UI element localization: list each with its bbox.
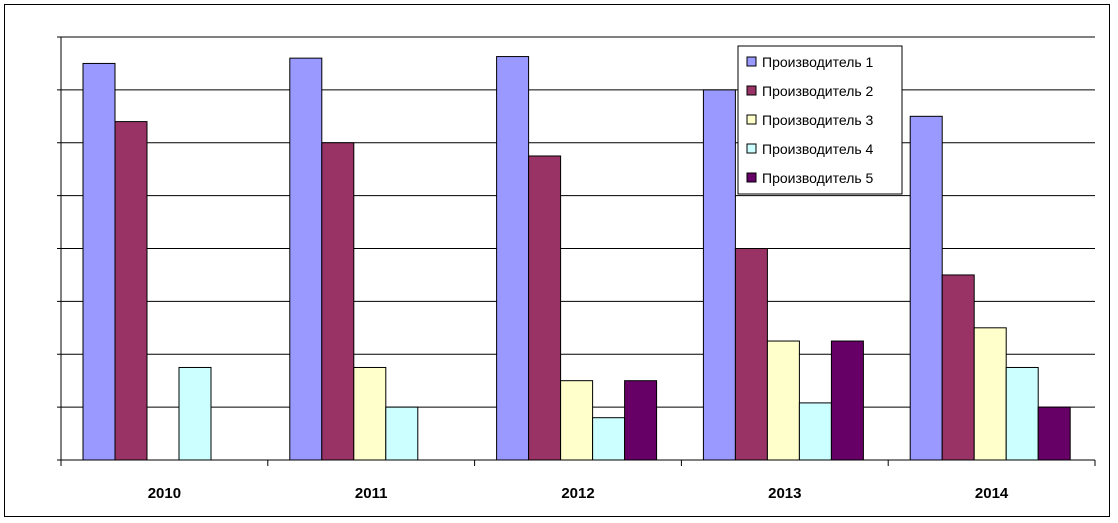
category-label: 2013 xyxy=(768,485,801,502)
bar xyxy=(624,380,658,461)
bar xyxy=(289,57,323,461)
category-label: 2010 xyxy=(148,485,181,502)
legend-box xyxy=(737,45,903,195)
bar xyxy=(385,406,419,461)
legend-swatch xyxy=(746,143,757,154)
bar xyxy=(909,115,943,461)
legend-label: Производитель 5 xyxy=(762,170,874,186)
bar xyxy=(734,248,768,461)
legend-swatch xyxy=(746,114,757,125)
bar xyxy=(798,402,832,461)
legend-label: Производитель 3 xyxy=(762,112,874,128)
bar xyxy=(1037,406,1071,461)
legend-swatch xyxy=(746,172,757,183)
legend-label: Производитель 4 xyxy=(762,141,874,157)
legend-label: Производитель 2 xyxy=(762,83,874,99)
legend-items: Производитель 1 Производитель 2 Производит… xyxy=(746,54,874,186)
bar xyxy=(830,340,864,461)
legend-swatch xyxy=(746,56,757,67)
bar xyxy=(353,366,387,461)
bar xyxy=(941,274,975,461)
axis-layer xyxy=(57,36,1096,466)
category-label: 2012 xyxy=(561,485,594,502)
bar xyxy=(766,340,800,461)
bar xyxy=(528,155,562,461)
bar xyxy=(496,56,530,461)
bar xyxy=(321,142,355,461)
bar xyxy=(178,366,212,461)
bar xyxy=(973,327,1007,461)
bar xyxy=(592,417,626,461)
bar xyxy=(1005,366,1039,461)
bar xyxy=(560,380,594,461)
legend: Производитель 1 Производитель 2 Производит… xyxy=(737,45,903,195)
category-label: 2014 xyxy=(975,485,1009,502)
legend-label: Производитель 1 xyxy=(762,54,874,70)
bar xyxy=(702,89,736,461)
bar xyxy=(82,62,116,461)
bars-layer xyxy=(82,56,1071,461)
category-labels: 2010 2011 2012 2013 2014 xyxy=(148,485,1009,502)
legend-swatch xyxy=(746,85,757,96)
bar xyxy=(114,121,148,461)
category-label: 2011 xyxy=(355,485,388,502)
